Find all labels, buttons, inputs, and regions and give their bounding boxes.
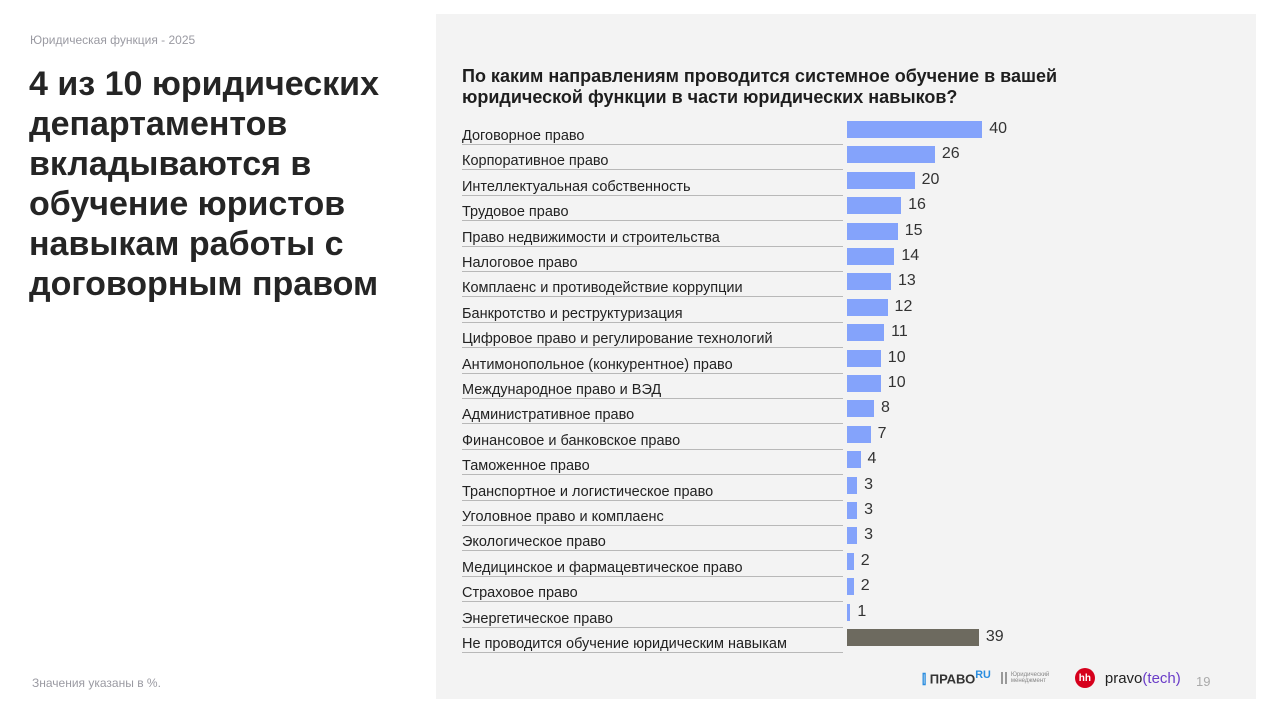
category-label: Экологическое право <box>462 534 606 551</box>
value-label: 3 <box>864 475 874 493</box>
category-row: Финансовое и банковское право <box>462 425 843 450</box>
value-label: 7 <box>877 424 887 442</box>
bar <box>847 400 875 418</box>
category-row: Право недвижимости и строительства <box>462 222 843 247</box>
category-row: Уголовное право и комплаенс <box>462 501 843 526</box>
chart-title: По каким направлениям проводится системн… <box>462 66 1058 107</box>
value-label: 20 <box>921 170 940 188</box>
value-label: 2 <box>860 577 870 595</box>
category-row: Интеллектуальная собственность <box>462 171 843 196</box>
bar <box>847 451 861 469</box>
bar <box>847 324 885 342</box>
value-label: 4 <box>867 450 877 468</box>
category-label: Банкротство и реструктуризация <box>462 305 683 322</box>
category-row: Комплаенс и противодействие коррупции <box>462 272 843 298</box>
value-label: 15 <box>904 221 923 239</box>
legal-management-logo: Юридический менеджмент <box>1000 672 1065 684</box>
value-label: 16 <box>908 196 926 214</box>
value-label: 1 <box>857 602 867 620</box>
category-label: Страховое право <box>462 585 578 602</box>
category-label: Медицинское и фармацевтическое право <box>462 559 743 576</box>
category-label: Финансовое и банковское право <box>462 432 681 449</box>
bar <box>847 603 851 621</box>
category-row: Страховое право <box>462 577 843 603</box>
category-label: Корпоративное право <box>462 153 609 170</box>
category-label: Таможенное право <box>462 458 590 475</box>
partner-logos: ⫿ ПРАВОRU Юридический менеджмент hh prav… <box>922 668 1181 688</box>
bar <box>847 375 881 392</box>
category-label: Интеллектуальная собственность <box>462 178 691 195</box>
value-label: 14 <box>901 247 920 264</box>
bar <box>847 349 881 367</box>
value-label: 3 <box>864 501 874 518</box>
category-label: Уголовное право и комплаенс <box>462 509 664 525</box>
bar <box>847 629 979 646</box>
category-row: Медицинское и фармацевтическое право <box>462 552 843 577</box>
category-row: Банкротство и реструктуризация <box>462 298 843 323</box>
bar <box>847 502 858 519</box>
bar <box>847 273 891 291</box>
bar <box>847 527 858 545</box>
value-label: 40 <box>989 120 1007 137</box>
category-row: Антимонопольное (конкурентное) право <box>462 349 843 374</box>
category-row: Транспортное и логистическое право <box>462 476 843 501</box>
bar <box>847 476 858 494</box>
category-label: Цифровое право и регулирование технологи… <box>462 331 773 348</box>
chart-panel <box>436 14 1256 699</box>
value-label: 10 <box>887 348 906 366</box>
report-subtitle: Юридическая функция - 2025 <box>30 33 196 47</box>
category-row: Экологическое право <box>462 526 843 552</box>
value-label: 10 <box>887 374 906 391</box>
value-label: 12 <box>894 297 913 315</box>
bar <box>847 578 854 596</box>
bar <box>847 248 895 265</box>
bar <box>847 146 935 164</box>
hh-logo: hh <box>1074 668 1095 688</box>
category-label: Налоговое право <box>462 255 578 271</box>
category-label: Антимонопольное (конкурентное) право <box>462 356 733 373</box>
pravotech-logo: pravo(tech) <box>1104 669 1181 687</box>
category-row: Административное право <box>462 399 843 425</box>
value-label: 39 <box>985 628 1004 645</box>
category-row: Трудовое право <box>462 196 843 222</box>
bar <box>847 222 898 240</box>
category-row: Налоговое право <box>462 247 843 272</box>
category-label: Комплаенс и противодействие коррупции <box>462 280 743 297</box>
value-label: 3 <box>864 526 874 544</box>
category-label: Международное право и ВЭД <box>462 382 662 398</box>
category-row: Договорное право <box>462 120 843 145</box>
value-label: 8 <box>881 399 890 417</box>
category-row: Не проводится обучение юридическим навык… <box>462 628 843 653</box>
value-label: 2 <box>860 551 870 569</box>
bar <box>847 552 854 570</box>
category-label: Не проводится обучение юридическим навык… <box>462 636 787 652</box>
headline: 4 из 10 юридических департаментов вклады… <box>29 65 379 303</box>
bar <box>847 121 983 138</box>
bar <box>847 425 871 443</box>
category-row: Цифровое право и регулирование технологи… <box>462 323 843 349</box>
bar <box>847 171 915 189</box>
category-label: Административное право <box>462 407 635 424</box>
category-label: Право недвижимости и строительства <box>462 229 720 246</box>
category-label: Энергетическое право <box>462 610 613 627</box>
value-label: 26 <box>941 145 960 163</box>
category-label: Трудовое право <box>462 204 569 221</box>
page-number: 19 <box>1196 674 1211 689</box>
bar <box>847 298 888 316</box>
category-row: Энергетическое право <box>462 603 843 628</box>
category-row: Корпоративное право <box>462 145 843 171</box>
footnote: Значения указаны в %. <box>32 676 161 690</box>
value-label: 11 <box>891 323 908 341</box>
category-label: Транспортное и логистическое право <box>462 483 714 500</box>
pravo-ru-logo: ⫿ ПРАВОRU <box>922 668 991 687</box>
bar <box>847 197 902 215</box>
category-row: Международное право и ВЭД <box>462 374 843 399</box>
category-row: Таможенное право <box>462 450 843 476</box>
category-label: Договорное право <box>462 128 585 144</box>
value-label: 13 <box>897 272 916 290</box>
